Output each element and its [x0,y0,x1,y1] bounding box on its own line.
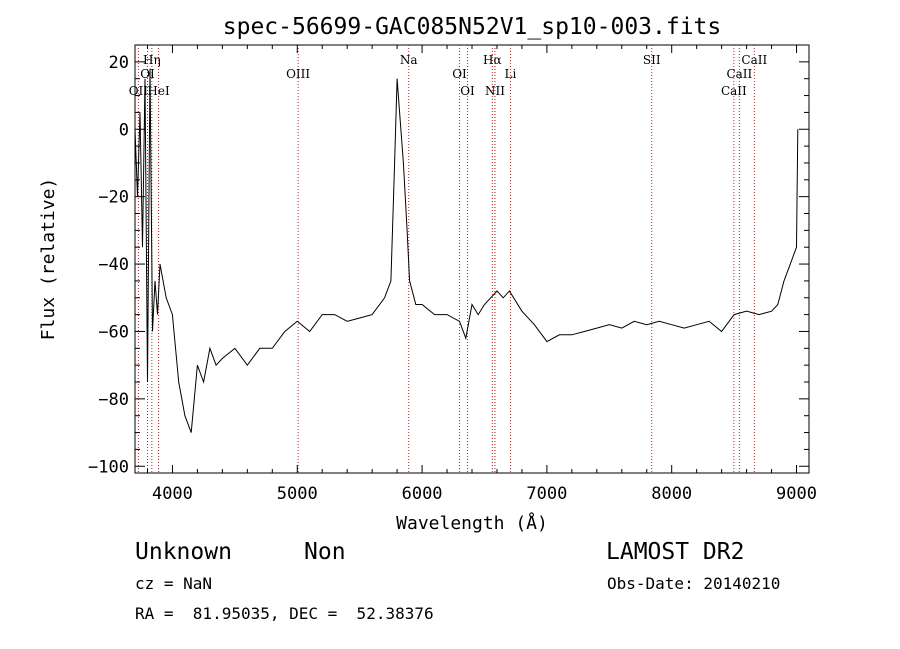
redshift-cz: cz = NaN [135,574,213,593]
spectral-line-label: Na [400,53,418,67]
y-axis-label: Flux (relative) [38,178,59,341]
plot-frame [134,44,810,474]
y-tick-label: −60 [98,322,129,342]
spectral-line-label: OI [140,67,155,81]
y-tick-label: −100 [88,457,129,477]
y-axis-ticks: −100 −80 −60 −40 −20 0 20 [88,53,809,477]
spectral-line-label: NII [485,84,505,98]
spectral-line-label: HeI [147,84,170,98]
x-axis-label: Wavelength (Å) [396,512,548,534]
spectral-line-label: OII [129,84,149,98]
x-tick-label: 7000 [526,484,567,504]
x-tick-label: 4000 [152,484,193,504]
chart-title: spec-56699-GAC085N52V1_sp10-003.fits [223,14,722,40]
y-tick-label: 20 [109,53,129,73]
coordinates: RA = 81.95035, DEC = 52.38376 [135,604,434,623]
survey-name: LAMOST DR2 [606,539,745,565]
y-tick-label: −40 [98,255,129,275]
marker-lines [137,45,755,473]
x-axis-ticks: 4000 5000 6000 7000 8000 9000 [146,45,817,504]
spectral-line-label: CaII [721,84,747,98]
object-class: Unknown [135,539,232,565]
x-tick-label: 6000 [402,484,443,504]
spectral-line-label: SII [643,53,661,67]
spectral-line-label: OIII [286,67,310,81]
spectral-line-label: OI [452,67,467,81]
x-tick-label: 9000 [776,484,817,504]
y-tick-label: 0 [119,120,129,140]
spectral-line-label: OI [460,84,475,98]
marker-labels: OIIHηOIHeIOIIINaOIOIHαNIILiSIICaIICaIICa… [129,53,768,98]
y-tick-label: −20 [98,188,129,208]
spectral-line-label: CaII [726,67,752,81]
obs-date: Obs-Date: 20140210 [607,574,781,593]
x-tick-label: 8000 [651,484,692,504]
spectrum-line [134,68,799,433]
x-tick-label: 5000 [277,484,318,504]
spectral-line-label: CaII [741,53,767,67]
spectral-line-label: Hη [143,53,161,67]
spectral-line-label: Hα [483,53,502,67]
spectral-line-label: Li [505,67,517,81]
y-tick-label: −80 [98,390,129,410]
object-subclass: Non [304,539,346,565]
